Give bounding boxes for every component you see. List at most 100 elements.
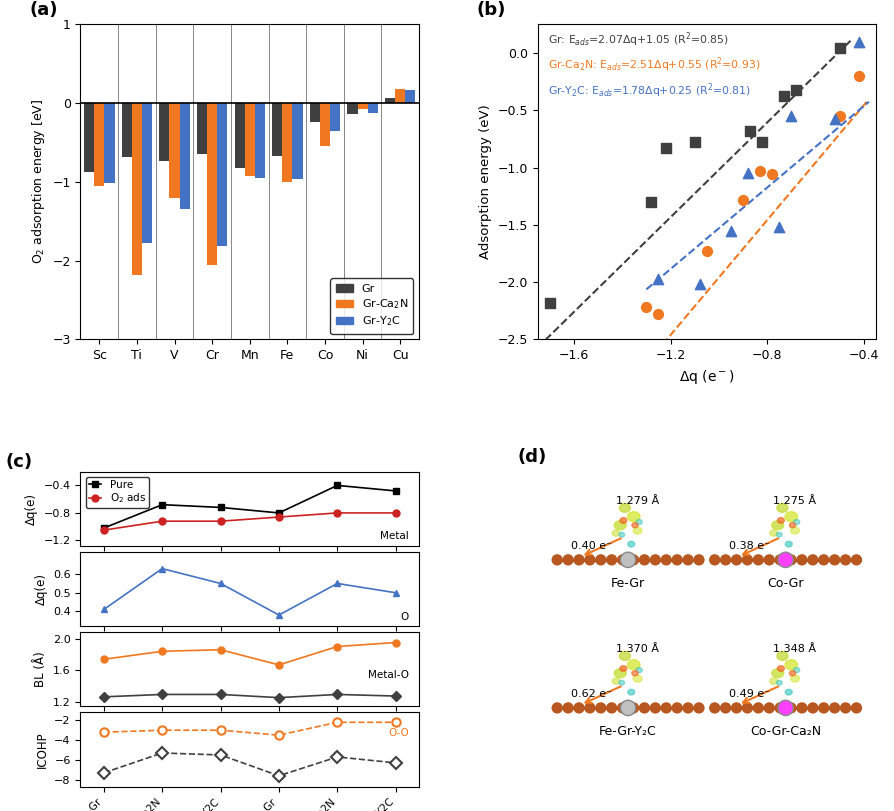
Bar [272, 103, 283, 156]
Pure [274, 508, 284, 517]
Circle shape [638, 702, 650, 714]
Circle shape [620, 552, 636, 568]
Circle shape [742, 702, 753, 714]
Circle shape [785, 554, 797, 565]
Circle shape [595, 554, 606, 565]
O$_2$ ads [215, 517, 226, 526]
Y-axis label: ICOHP: ICOHP [36, 732, 48, 768]
Circle shape [682, 554, 694, 565]
Ellipse shape [619, 680, 625, 685]
Bar [170, 103, 180, 198]
Point [832, 42, 847, 55]
Circle shape [562, 554, 574, 565]
Bar [405, 91, 416, 103]
Y-axis label: O$_2$ adsorption energy [eV]: O$_2$ adsorption energy [eV] [30, 99, 46, 264]
Circle shape [763, 702, 775, 714]
Circle shape [778, 552, 793, 568]
Text: Gr: E$_{ads}$=2.07Δq+1.05 (R$^2$=0.85): Gr: E$_{ads}$=2.07Δq+1.05 (R$^2$=0.85) [548, 31, 729, 49]
Bar [105, 103, 114, 183]
Bar [245, 103, 255, 176]
Circle shape [573, 554, 585, 565]
Point [652, 272, 666, 285]
Circle shape [606, 702, 618, 714]
Pure [332, 481, 342, 491]
Ellipse shape [777, 680, 782, 685]
Point [687, 135, 702, 148]
Circle shape [650, 702, 661, 714]
Ellipse shape [790, 675, 799, 682]
Text: (d): (d) [518, 448, 547, 466]
Ellipse shape [628, 541, 635, 547]
Pure [98, 523, 109, 533]
Y-axis label: Δq(e): Δq(e) [25, 493, 38, 525]
Point [852, 70, 866, 83]
Circle shape [730, 702, 742, 714]
Circle shape [829, 554, 840, 565]
Point [639, 301, 654, 314]
Line: Pure: Pure [100, 482, 399, 531]
Point [741, 167, 755, 180]
Ellipse shape [633, 675, 642, 682]
Y-axis label: BL (Å): BL (Å) [35, 651, 47, 687]
Ellipse shape [785, 689, 792, 695]
Ellipse shape [785, 541, 792, 547]
Circle shape [628, 702, 639, 714]
Circle shape [617, 702, 628, 714]
Ellipse shape [632, 522, 638, 528]
Ellipse shape [785, 512, 797, 521]
Ellipse shape [614, 669, 626, 678]
Point [736, 193, 750, 206]
Ellipse shape [628, 512, 640, 521]
Ellipse shape [794, 667, 800, 672]
Circle shape [839, 554, 851, 565]
Circle shape [638, 554, 650, 565]
Point [743, 124, 757, 137]
Ellipse shape [620, 504, 630, 513]
Text: Gr-Ca$_2$N: E$_{ads}$=2.51Δq+0.55 (R$^2$=0.93): Gr-Ca$_2$N: E$_{ads}$=2.51Δq+0.55 (R$^2$… [548, 56, 760, 75]
Bar [348, 103, 358, 114]
Point [755, 135, 770, 148]
Bar [255, 103, 265, 178]
Bar [309, 103, 320, 122]
Circle shape [552, 554, 563, 565]
Text: Co-Gr: Co-Gr [767, 577, 804, 590]
Circle shape [807, 702, 819, 714]
Text: 0.40 e⁻: 0.40 e⁻ [571, 541, 612, 551]
Text: 0.38 e⁻: 0.38 e⁻ [729, 541, 770, 551]
Ellipse shape [770, 530, 778, 536]
Circle shape [818, 554, 830, 565]
Point [700, 245, 714, 258]
O$_2$ ads [98, 526, 109, 535]
Line: O$_2$ ads: O$_2$ ads [100, 509, 399, 534]
Point [852, 35, 866, 48]
Ellipse shape [628, 659, 640, 670]
Ellipse shape [636, 667, 642, 672]
Circle shape [720, 554, 731, 565]
Circle shape [774, 702, 786, 714]
Circle shape [720, 702, 731, 714]
Circle shape [829, 702, 840, 714]
Bar [180, 103, 190, 209]
Ellipse shape [612, 678, 620, 684]
Point [543, 296, 557, 309]
Circle shape [753, 554, 764, 565]
Circle shape [785, 702, 797, 714]
Bar [395, 89, 405, 103]
Point [777, 90, 791, 103]
Ellipse shape [777, 651, 788, 660]
Circle shape [851, 554, 862, 565]
Circle shape [807, 554, 819, 565]
Point [652, 307, 666, 320]
Circle shape [617, 554, 628, 565]
Circle shape [753, 702, 764, 714]
Pure [156, 500, 167, 509]
Bar [84, 103, 94, 173]
Circle shape [730, 554, 742, 565]
Circle shape [585, 554, 595, 565]
Pure [215, 503, 226, 513]
Bar [234, 103, 245, 168]
Ellipse shape [789, 671, 796, 676]
Bar [367, 103, 378, 113]
Bar [292, 103, 302, 179]
Legend: Pure, O$_2$ ads: Pure, O$_2$ ads [86, 477, 149, 508]
